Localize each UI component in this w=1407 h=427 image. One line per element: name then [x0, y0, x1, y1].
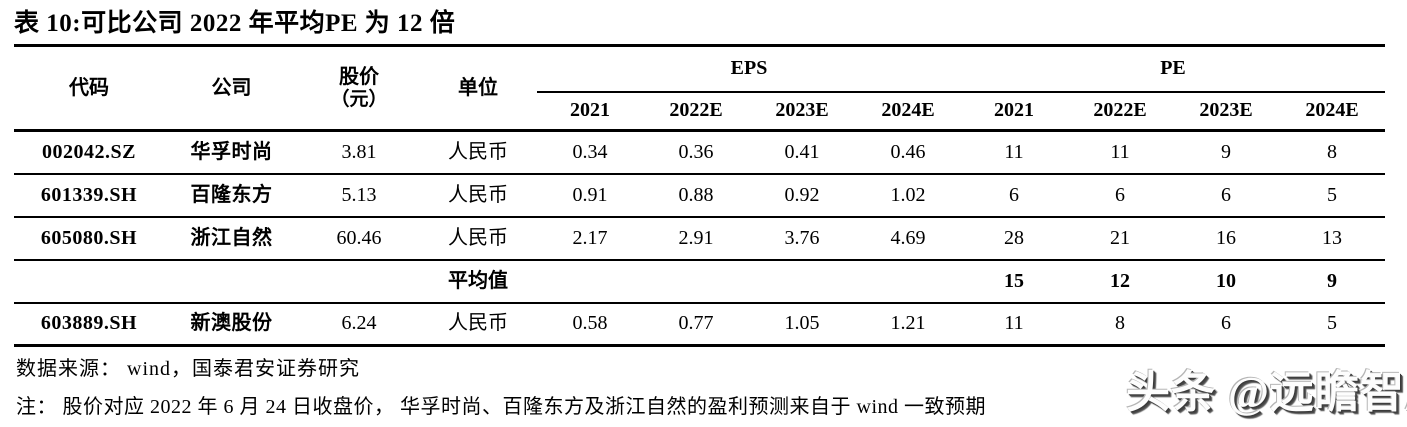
cell-eps: 1.21: [855, 302, 961, 347]
header-year: 2024E: [1279, 91, 1385, 132]
header-eps-group: EPS: [537, 45, 961, 93]
cell-eps: 2.17: [537, 216, 643, 261]
cell-average-label: 平均值: [419, 259, 537, 304]
cell-eps: 0.91: [537, 173, 643, 218]
cell-pe: 6: [1173, 302, 1279, 347]
cell-code: [14, 259, 164, 304]
cell-unit: 人民币: [419, 130, 537, 175]
header-year: 2022E: [643, 91, 749, 132]
table-title: 表 10:可比公司 2022 年平均PE 为 12 倍: [14, 10, 456, 37]
header-year: 2021: [961, 91, 1067, 132]
header-year: 2022E: [1067, 91, 1173, 132]
cell-unit: 人民币: [419, 302, 537, 347]
header-unit: 单位: [419, 45, 537, 132]
header-code: 代码: [14, 45, 164, 132]
cell-price: 60.46: [299, 216, 419, 261]
cell-pe: 11: [961, 302, 1067, 347]
cell-pe: 12: [1067, 259, 1173, 304]
header-year: 2024E: [855, 91, 961, 132]
cell-pe: 11: [1067, 130, 1173, 175]
header-price: 股价 （元）: [299, 45, 419, 132]
cell-price: 3.81: [299, 130, 419, 175]
cell-pe: 6: [1067, 173, 1173, 218]
cell-eps: [643, 259, 749, 304]
cell-pe: 13: [1279, 216, 1385, 261]
cell-code: 603889.SH: [14, 302, 164, 347]
cell-company: 新澳股份: [164, 302, 299, 347]
header-year: 2021: [537, 91, 643, 132]
cell-pe: 16: [1173, 216, 1279, 261]
cell-eps: [537, 259, 643, 304]
cell-pe: 6: [961, 173, 1067, 218]
cell-company: 浙江自然: [164, 216, 299, 261]
header-row-groups: 代码 公司 股价 （元） 单位 EPS PE: [14, 45, 1385, 132]
cell-eps: [855, 259, 961, 304]
cell-code: 002042.SZ: [14, 130, 164, 175]
cell-pe: 8: [1067, 302, 1173, 347]
header-company: 公司: [164, 45, 299, 132]
data-source-line: 数据来源： wind，国泰君安证券研究: [16, 358, 360, 380]
cell-pe: 28: [961, 216, 1067, 261]
cell-pe: 10: [1173, 259, 1279, 304]
cell-eps: 0.88: [643, 173, 749, 218]
table-row: 002042.SZ 华孚时尚 3.81 人民币 0.34 0.36 0.41 0…: [14, 130, 1385, 175]
comparable-companies-table: 代码 公司 股价 （元） 单位 EPS PE 2021 2022E 2023E …: [14, 44, 1385, 347]
cell-code: 605080.SH: [14, 216, 164, 261]
cell-price: 5.13: [299, 173, 419, 218]
cell-pe: 9: [1173, 130, 1279, 175]
cell-price: [299, 259, 419, 304]
cell-unit: 人民币: [419, 216, 537, 261]
cell-pe: 15: [961, 259, 1067, 304]
header-price-line2: （元）: [330, 88, 388, 110]
cell-eps: 1.02: [855, 173, 961, 218]
cell-unit: 人民币: [419, 173, 537, 218]
cell-eps: 0.77: [643, 302, 749, 347]
cell-eps: [749, 259, 855, 304]
cell-eps: 0.34: [537, 130, 643, 175]
cell-eps: 0.92: [749, 173, 855, 218]
header-pe-group: PE: [961, 45, 1385, 93]
header-year: 2023E: [749, 91, 855, 132]
watermark-toutiao-yuanzhan: 头条 @远瞻智库: [1126, 368, 1407, 417]
cell-eps: 0.41: [749, 130, 855, 175]
cell-pe: 9: [1279, 259, 1385, 304]
table-row: 605080.SH 浙江自然 60.46 人民币 2.17 2.91 3.76 …: [14, 216, 1385, 261]
header-price-line1: 股价: [339, 65, 379, 88]
cell-eps: 2.91: [643, 216, 749, 261]
cell-eps: 4.69: [855, 216, 961, 261]
footnote-line: 注： 股价对应 2022 年 6 月 24 日收盘价， 华孚时尚、百隆东方及浙江…: [16, 396, 986, 418]
cell-pe: 8: [1279, 130, 1385, 175]
cell-eps: 0.58: [537, 302, 643, 347]
cell-eps: 0.36: [643, 130, 749, 175]
header-year: 2023E: [1173, 91, 1279, 132]
cell-company: [164, 259, 299, 304]
cell-pe: 6: [1173, 173, 1279, 218]
table-row-average: 平均值 15 12 10 9: [14, 259, 1385, 304]
cell-pe: 5: [1279, 173, 1385, 218]
cell-company: 华孚时尚: [164, 130, 299, 175]
cell-pe: 5: [1279, 302, 1385, 347]
table-row: 603889.SH 新澳股份 6.24 人民币 0.58 0.77 1.05 1…: [14, 302, 1385, 347]
cell-eps: 0.46: [855, 130, 961, 175]
cell-pe: 21: [1067, 216, 1173, 261]
table-row: 601339.SH 百隆东方 5.13 人民币 0.91 0.88 0.92 1…: [14, 173, 1385, 218]
cell-code: 601339.SH: [14, 173, 164, 218]
cell-eps: 3.76: [749, 216, 855, 261]
cell-company: 百隆东方: [164, 173, 299, 218]
cell-price: 6.24: [299, 302, 419, 347]
cell-eps: 1.05: [749, 302, 855, 347]
cell-pe: 11: [961, 130, 1067, 175]
header-row-years: 2021 2022E 2023E 2024E 2021 2022E 2023E …: [14, 91, 1385, 132]
